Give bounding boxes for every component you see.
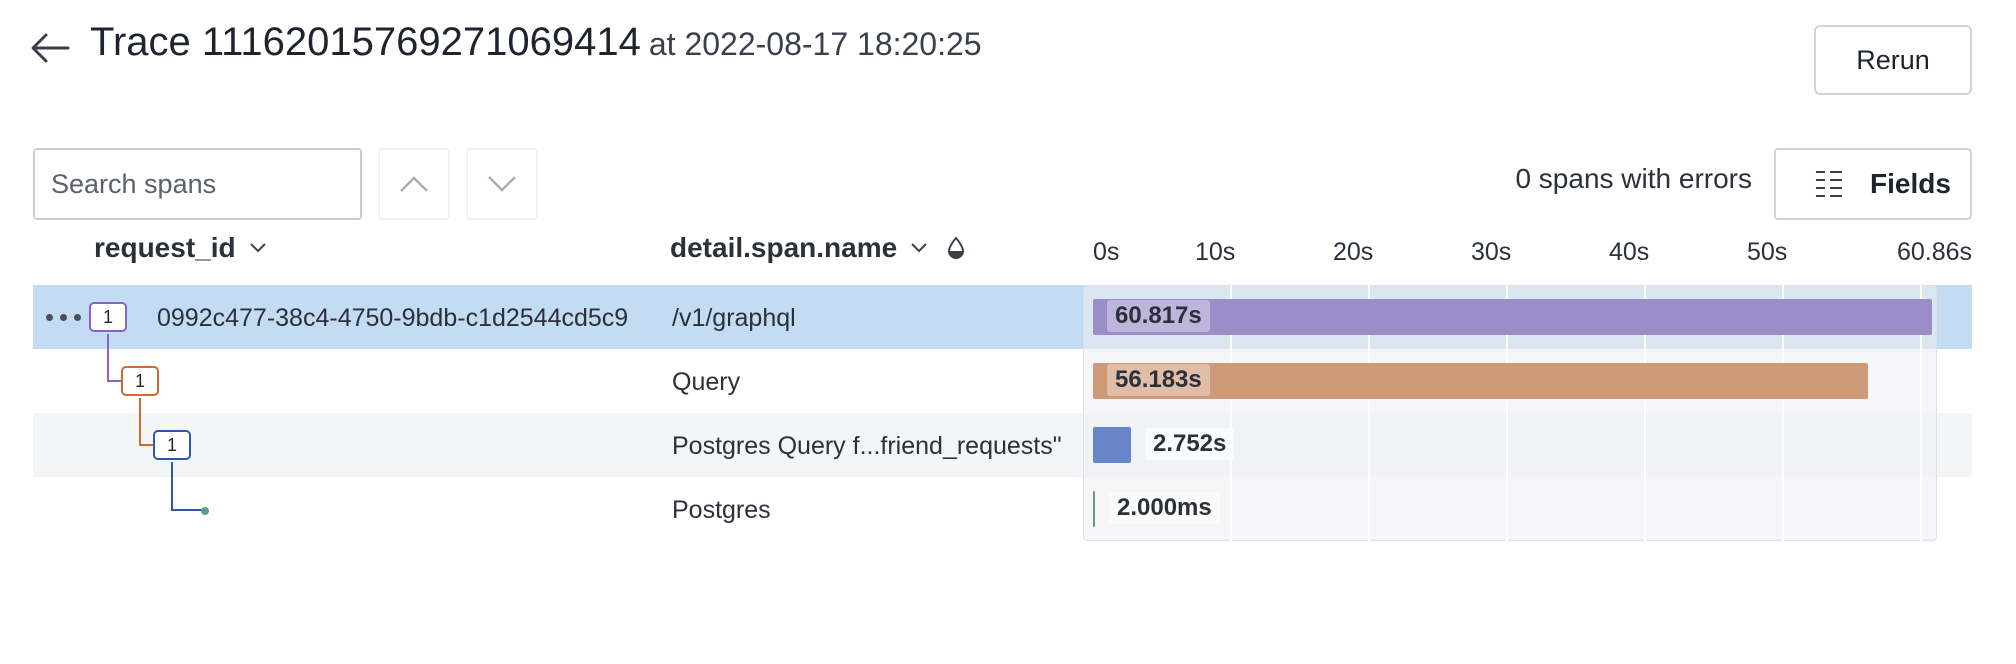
span-duration-label: 60.817s	[1107, 300, 1210, 332]
span-duration-bar[interactable]	[1093, 363, 1869, 399]
next-match-button[interactable]	[466, 148, 538, 220]
timeline-tick: 40s	[1609, 238, 1650, 266]
timeline-tick: 60.86s	[1897, 238, 1973, 266]
chevron-down-icon[interactable]	[911, 243, 927, 253]
span-duration-bar[interactable]	[1093, 427, 1131, 463]
request-id-cell: 0992c477-38c4-4750-9bdb-c1d2544cd5c9	[157, 304, 629, 332]
timeline-tick: 50s	[1747, 238, 1788, 266]
timeline-gridline	[1230, 285, 1232, 541]
timeline-gridline	[1368, 285, 1370, 541]
color-by-droplet-icon[interactable]	[947, 237, 965, 259]
span-name-cell: Postgres Query f...friend_requests"	[672, 432, 1062, 460]
timeline-gridline	[1506, 285, 1508, 541]
timeline-tick: 20s	[1333, 238, 1374, 266]
span-name-cell: /v1/graphql	[672, 304, 796, 332]
chevron-up-icon	[399, 175, 429, 193]
span-duration-bar[interactable]	[1093, 491, 1095, 527]
span-count-badge[interactable]: 1	[153, 430, 191, 460]
chevron-down-icon	[487, 175, 517, 193]
page-title: Trace 1116201576927106941​4 at 2022-08-17…	[90, 20, 982, 65]
fields-label: Fields	[1870, 168, 1951, 199]
span-count-badge[interactable]: 1	[121, 366, 159, 396]
errors-count-text: 0 spans with errors	[1515, 163, 1752, 194]
fields-button[interactable]: Fields	[1774, 148, 1972, 220]
column-header-span-name[interactable]: detail.span.name	[670, 232, 965, 264]
span-duration-label: 56.183s	[1107, 364, 1210, 396]
columns-list-icon	[1816, 170, 1842, 198]
timeline-tick: 30s	[1471, 238, 1512, 266]
search-spans-input[interactable]	[33, 148, 362, 220]
trace-timestamp: at 2022-08-17 18:20:25	[648, 26, 982, 62]
back-arrow-icon[interactable]	[28, 26, 72, 70]
previous-match-button[interactable]	[378, 148, 450, 220]
timeline-gridline	[1644, 285, 1646, 541]
timeline-gridline	[1782, 285, 1784, 541]
span-duration-label: 2.752s	[1144, 428, 1235, 460]
timeline-tick: 0s	[1093, 238, 1120, 266]
timeline-tick: 10s	[1195, 238, 1236, 266]
chevron-down-icon[interactable]	[249, 243, 266, 253]
leaf-node-dot	[201, 507, 209, 515]
span-name-cell: Postgres	[672, 496, 771, 524]
span-count-badge[interactable]: 1	[89, 302, 127, 332]
span-duration-label: 2.000ms	[1109, 492, 1220, 524]
trace-title: Trace 1116201576927106941​4	[90, 20, 641, 64]
span-duration-bar[interactable]	[1093, 299, 1933, 335]
timeline-gridline	[1920, 285, 1922, 541]
column-label: request_id	[94, 232, 236, 263]
column-label: detail.span.name	[670, 232, 898, 263]
column-header-request-id[interactable]: request_id	[94, 232, 266, 264]
rerun-button[interactable]: Rerun	[1814, 25, 1972, 95]
tree-connectors	[107, 334, 204, 511]
span-name-cell: Query	[672, 368, 741, 396]
row-actions-icon[interactable]	[46, 314, 81, 321]
